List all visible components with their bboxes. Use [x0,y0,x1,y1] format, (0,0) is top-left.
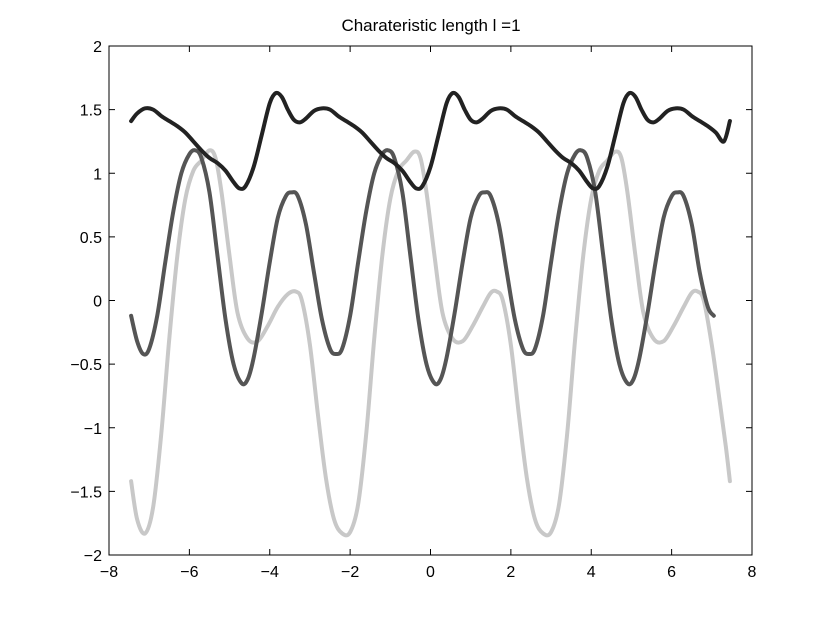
tick-layer: −8 −6 −4 −2 0 2 4 6 8 −2 −1.5 −1 −0.5 0 0.5 1 1.5 2 [70,39,756,581]
x-tick-label: −4 [261,564,279,581]
x-tick-label: 8 [748,564,757,581]
x-tick-label: 4 [587,564,596,581]
y-tick-label: 1.5 [80,103,102,120]
series-layer [129,90,732,538]
series-line-light [129,148,732,538]
y-tick-label: −0.5 [70,357,102,374]
series-line-dark [129,90,732,191]
x-tick-label: 6 [667,564,676,581]
y-tick-label: 0 [93,294,102,311]
chart-title: Charateristic length l =1 [341,16,520,35]
y-tick-label: −2 [84,548,102,565]
x-tick-label: −2 [341,564,359,581]
y-tick-label: −1 [84,421,102,438]
plot-area: −8 −6 −4 −2 0 2 4 6 8 −2 −1.5 −1 −0.5 0 0.5 1 1.5 2 [70,39,756,581]
x-tick-label: 0 [426,564,435,581]
axes-frame [108,45,753,556]
x-tick-label: −8 [100,564,118,581]
y-tick-label: 2 [93,39,102,56]
series-line-medium [129,148,716,387]
x-tick-label: 2 [506,564,515,581]
y-tick-label: 0.5 [80,230,102,247]
y-tick-label: 1 [93,166,102,183]
y-tick-label: −1.5 [70,484,102,501]
x-tick-label: −6 [180,564,198,581]
